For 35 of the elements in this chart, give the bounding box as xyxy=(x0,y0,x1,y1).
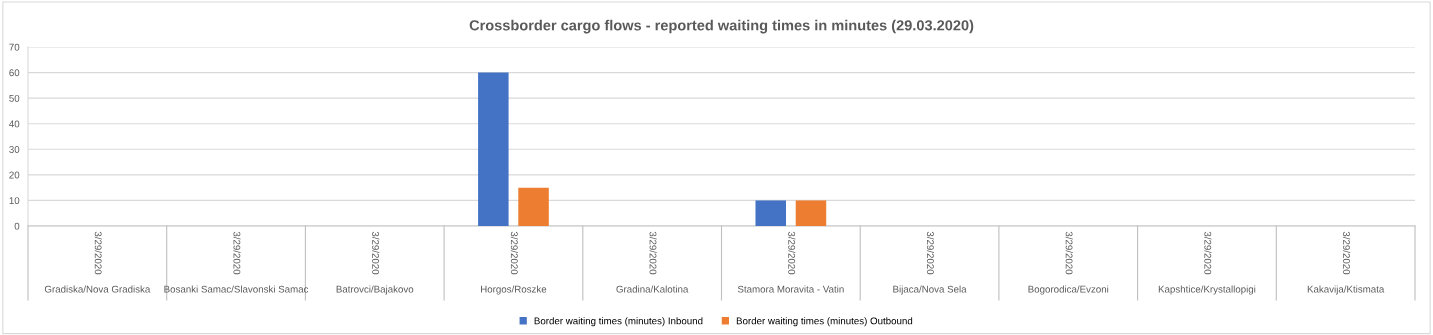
text: 3/29/2020 xyxy=(94,231,102,275)
x-tick-label: Bosanki Samac/Slavonski Samac xyxy=(164,285,309,293)
legend-label: Border waiting times (minutes) Inbound xyxy=(534,317,703,327)
x-tick-label: Stamora Moravita - Vatin xyxy=(737,285,844,293)
y-tick-label: 50 xyxy=(9,94,20,102)
text: 3/29/2020 xyxy=(1065,231,1073,275)
x-tick-label: Gradina/Kalotina xyxy=(616,285,689,293)
bar xyxy=(518,187,549,226)
y-tick-label: 70 xyxy=(9,43,20,51)
text: 3/29/2020 xyxy=(649,231,657,275)
text: 3/29/2020 xyxy=(372,231,380,275)
x-tick-label: Kakavija/Ktismata xyxy=(1307,285,1385,295)
x-tick-label: Batrovci/Bajakovo xyxy=(336,285,414,295)
y-tick-label: 60 xyxy=(9,69,20,77)
text: 3/29/2020 xyxy=(1343,231,1351,275)
y-tick-label: 20 xyxy=(9,171,20,179)
y-tick-label: 30 xyxy=(9,146,20,153)
text: 3/29/2020 xyxy=(233,231,241,275)
x-tick-label: Kapshtice/Krystallopigi xyxy=(1158,285,1256,295)
text: 3/29/2020 xyxy=(510,231,518,275)
text: 3/29/2020 xyxy=(926,231,935,275)
chart-title: Crossborder cargo flows - reported waiting times in minutes (29.03.2020) xyxy=(469,19,974,34)
y-tick-label: 0 xyxy=(14,222,20,230)
bar xyxy=(755,200,786,226)
bar xyxy=(795,200,827,226)
y-tick-label: 40 xyxy=(9,120,20,128)
x-tick-label: Bijaca/Nova Sela xyxy=(893,285,967,295)
x-tick-label: Bogorodica/Evzoni xyxy=(1028,285,1109,295)
bar xyxy=(478,72,509,226)
text: 3/29/2020 xyxy=(1204,231,1212,275)
x-tick-label: Gradiska/Nova Gradiska xyxy=(44,285,151,293)
legend-label: Border waiting times (minutes) Outbound xyxy=(736,317,913,327)
text: 3/29/2020 xyxy=(788,231,796,275)
x-tick-label: Horgos/Roszke xyxy=(481,285,547,295)
y-tick-label: 10 xyxy=(9,197,20,205)
